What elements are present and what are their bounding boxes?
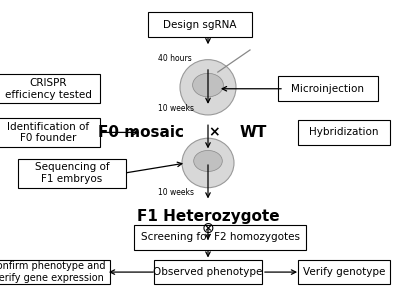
FancyBboxPatch shape <box>0 74 100 103</box>
FancyBboxPatch shape <box>298 120 390 145</box>
Ellipse shape <box>194 150 222 171</box>
FancyBboxPatch shape <box>0 118 100 147</box>
Text: Microinjection: Microinjection <box>292 84 364 94</box>
Text: F0 mosaic: F0 mosaic <box>98 125 184 140</box>
Text: WT: WT <box>240 125 267 140</box>
FancyBboxPatch shape <box>148 13 252 37</box>
Text: Design sgRNA: Design sgRNA <box>163 20 237 30</box>
Text: 40 hours: 40 hours <box>158 54 192 63</box>
Text: Identification of
F0 founder: Identification of F0 founder <box>7 122 89 143</box>
Text: Sequencing of
F1 embryos: Sequencing of F1 embryos <box>35 162 109 184</box>
FancyBboxPatch shape <box>298 260 390 285</box>
Ellipse shape <box>193 73 223 97</box>
Text: Hybridization: Hybridization <box>309 127 379 137</box>
Ellipse shape <box>182 138 234 188</box>
Ellipse shape <box>180 60 236 115</box>
FancyBboxPatch shape <box>0 260 110 285</box>
Text: Verify genotype: Verify genotype <box>303 267 385 277</box>
Text: F1 Heterozygote: F1 Heterozygote <box>137 209 279 224</box>
FancyBboxPatch shape <box>278 77 378 101</box>
Text: ⊗: ⊗ <box>202 221 214 236</box>
FancyBboxPatch shape <box>18 159 126 188</box>
Text: ×: × <box>208 125 220 139</box>
Text: Confirm phenotype and
verify gene expression: Confirm phenotype and verify gene expres… <box>0 261 106 283</box>
FancyBboxPatch shape <box>154 260 262 285</box>
Text: Observed phenotype: Observed phenotype <box>153 267 263 277</box>
Text: 10 weeks: 10 weeks <box>158 188 194 197</box>
FancyBboxPatch shape <box>134 225 306 250</box>
Text: Screening for F2 homozygotes: Screening for F2 homozygotes <box>140 232 300 242</box>
Text: CRISPR
efficiency tested: CRISPR efficiency tested <box>4 78 92 100</box>
Text: 10 weeks: 10 weeks <box>158 104 194 113</box>
